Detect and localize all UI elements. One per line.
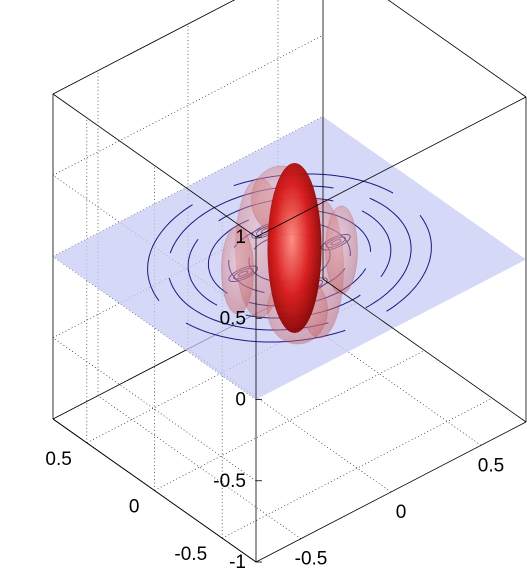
grid-line: [52, 175, 257, 319]
isosurface-outer-lobe: [221, 225, 254, 315]
box-edge: [255, 96, 527, 238]
box-edge: [52, 93, 257, 238]
box-edge: [52, 418, 257, 563]
grid-line: [52, 256, 257, 400]
grid-line: [97, 395, 302, 539]
x-tick-label: 0.5: [478, 455, 504, 476]
z-tick-label: -0.5: [213, 471, 246, 492]
grid-line: [52, 337, 257, 481]
box-edge: [322, 278, 527, 423]
z-tick-label: 0.5: [220, 308, 246, 329]
grid-line: [222, 397, 493, 539]
z-tick-label: -1: [229, 552, 246, 568]
contour-line: [365, 197, 412, 309]
contour-line: [361, 210, 392, 278]
y-tick-label: 0.5: [45, 449, 71, 470]
isosurface-inner-core: [267, 163, 322, 333]
box-edge: [52, 0, 236, 95]
x-tick-label: -0.5: [295, 549, 328, 568]
y-tick-label: 0: [129, 497, 140, 518]
z-tick-label: 1: [235, 227, 246, 248]
contour-line: [147, 204, 193, 301]
isosurface-outer-lobe: [325, 205, 358, 295]
contour-line: [187, 238, 218, 306]
contour-line: [386, 215, 432, 312]
tick-labels: 1 0.5 0 -0.5 -1 0.5 0 -0.5 -0.5 0 0.5: [45, 227, 504, 568]
z-tick-label: 0: [235, 390, 246, 411]
box-edge: [255, 421, 527, 563]
box-edge: [387, 0, 527, 98]
isosurfaces: [221, 163, 358, 345]
axes-box-front: [52, 0, 527, 563]
contour-line: [207, 219, 250, 294]
y-tick-label: -0.5: [174, 544, 207, 565]
x-tick-label: 0: [396, 502, 407, 523]
